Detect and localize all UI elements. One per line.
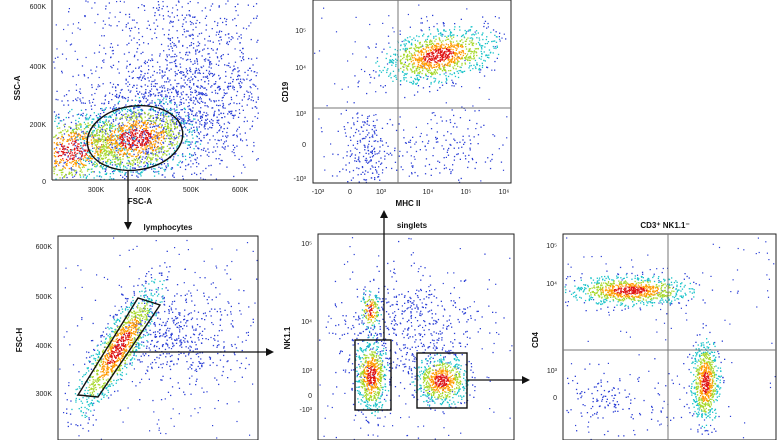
panel5-y-tick-1e3: 10³ bbox=[547, 368, 558, 375]
panel1-lymphocyte-gate bbox=[86, 104, 184, 172]
panel2-y-tick-1e3: 10³ bbox=[296, 111, 307, 118]
panel2-frame bbox=[312, 0, 512, 184]
panel3-frame bbox=[57, 235, 259, 440]
panel-singlets-nk11: singlets 10⁵ 10⁴ 10³ 0 -10³ NK1.1 bbox=[283, 221, 515, 440]
panel2-y-tick-0: 0 bbox=[302, 142, 306, 149]
panel4-events bbox=[319, 237, 513, 440]
panel5-y-tick-1e5: 10⁵ bbox=[546, 243, 557, 250]
panel-mhcii-cd19: 10⁵ 10⁴ 10³ 0 -10³ -10³ 0 10³ 10⁴ 10⁵ 10… bbox=[281, 0, 512, 208]
panel2-x-tick-neg1e3: -10³ bbox=[312, 189, 325, 196]
panel4-y-tick-neg1e3: -10³ bbox=[300, 407, 313, 414]
panel3-y-tick-600K: 600K bbox=[36, 244, 53, 251]
panel3-title: lymphocytes bbox=[144, 223, 193, 232]
panel1-x-tick-600K: 600K bbox=[232, 187, 249, 194]
panel3-y-tick-500K: 500K bbox=[36, 294, 53, 301]
panel1-x-tick-400K: 400K bbox=[135, 187, 152, 194]
panel5-y-tick-1e4: 10⁴ bbox=[546, 281, 557, 288]
panel4-title: singlets bbox=[397, 221, 428, 230]
panel3-y-label: FSC-H bbox=[15, 328, 24, 353]
panel-cd3-nk11-cd4: CD3⁺ NK1.1⁻ 10⁵ 10⁴ 10³ 0 CD4 bbox=[531, 221, 777, 440]
panel2-x-tick-0: 0 bbox=[348, 189, 352, 196]
panel2-y-tick-1e4: 10⁴ bbox=[295, 65, 306, 72]
panel4-frame bbox=[317, 233, 515, 440]
panel1-x-tick-300K: 300K bbox=[88, 187, 105, 194]
panel1-events bbox=[53, 0, 259, 181]
panel1-y-label: SSC-A bbox=[13, 75, 22, 100]
panel1-y-tick-600K: 600K bbox=[30, 4, 47, 11]
panel5-frame bbox=[562, 233, 777, 440]
panel2-y-label: CD19 bbox=[281, 81, 290, 102]
panel1-x-label: FSC-A bbox=[128, 197, 153, 206]
panel4-y-tick-1e5: 10⁵ bbox=[301, 241, 312, 248]
panel2-x-tick-1e5: 10⁵ bbox=[461, 189, 472, 196]
panel2-y-tick-1e5: 10⁵ bbox=[295, 28, 306, 35]
panel3-y-tick-300K: 300K bbox=[36, 391, 53, 398]
panel5-y-tick-0: 0 bbox=[553, 395, 557, 402]
panel1-y-tick-200K: 200K bbox=[30, 122, 47, 129]
panel4-y-tick-1e4: 10⁴ bbox=[301, 319, 312, 326]
panel5-title: CD3⁺ NK1.1⁻ bbox=[640, 221, 689, 230]
panel4-y-tick-0: 0 bbox=[308, 393, 312, 400]
panel3-events bbox=[59, 237, 258, 440]
panel1-y-tick-400K: 400K bbox=[30, 64, 47, 71]
panel5-events bbox=[564, 237, 776, 440]
panel4-y-tick-1e3: 10³ bbox=[302, 368, 313, 375]
panel3-y-tick-400K: 400K bbox=[36, 343, 53, 350]
panel4-y-label: NK1.1 bbox=[283, 326, 292, 349]
panel2-y-tick-neg1e3: -10³ bbox=[294, 176, 307, 183]
panel1-y-tick-0: 0 bbox=[42, 179, 46, 186]
panel-lymphocytes-fsch: lymphocytes 600K 500K 400K 300K FSC-H bbox=[15, 223, 259, 440]
panel2-x-tick-1e3: 10³ bbox=[376, 189, 387, 196]
panel5-y-label: CD4 bbox=[531, 331, 540, 348]
panel2-x-tick-1e6: 10⁶ bbox=[499, 189, 510, 196]
panel2-x-label: MHC II bbox=[396, 199, 421, 208]
panel-fsca-ssca: 600K 400K 200K 0 300K 400K 500K 600K FSC… bbox=[13, 0, 259, 206]
panel2-x-tick-1e4: 10⁴ bbox=[423, 189, 434, 196]
panel2-events bbox=[314, 4, 508, 184]
panel1-x-tick-500K: 500K bbox=[183, 187, 200, 194]
panel4-left-gate bbox=[354, 339, 392, 411]
panel3-singlets-gate bbox=[76, 297, 162, 398]
